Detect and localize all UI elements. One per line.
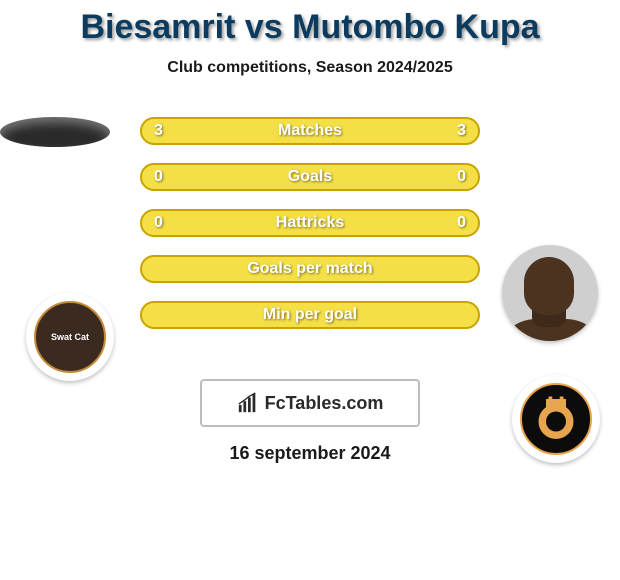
stat-left-value: 0 [154, 214, 163, 232]
comparison-panel: Swat Cat 3 Matches 3 0 Goals [0, 117, 620, 464]
stat-label: Goals per match [247, 260, 372, 278]
swat-cat-icon: Swat Cat [34, 301, 106, 373]
page-subtitle: Club competitions, Season 2024/2025 [0, 59, 620, 77]
branding-box: FcTables.com [200, 379, 420, 427]
stat-label: Hattricks [276, 214, 344, 232]
stat-row-goals: 0 Goals 0 [140, 163, 480, 191]
stat-row-min-per-goal: Min per goal [140, 301, 480, 329]
crest-icon [531, 394, 581, 444]
stat-label: Min per goal [263, 306, 357, 324]
stat-row-goals-per-match: Goals per match [140, 255, 480, 283]
stat-label: Goals [288, 168, 332, 186]
stat-left-value: 3 [154, 122, 163, 140]
stat-row-matches: 3 Matches 3 [140, 117, 480, 145]
face-icon [502, 245, 598, 341]
stat-bars: 3 Matches 3 0 Goals 0 0 Hattricks 0 Goal… [140, 117, 480, 347]
stat-row-hattricks: 0 Hattricks 0 [140, 209, 480, 237]
chart-icon [237, 392, 259, 414]
team-left-name: Swat Cat [51, 332, 89, 342]
page-title: Biesamrit vs Mutombo Kupa [0, 0, 620, 47]
stat-left-value: 0 [154, 168, 163, 186]
team-right-badge [512, 375, 600, 463]
branding-text: FcTables.com [265, 393, 384, 414]
team-left-badge: Swat Cat [26, 293, 114, 381]
stat-label: Matches [278, 122, 342, 140]
stat-right-value: 0 [457, 168, 466, 186]
stat-right-value: 3 [457, 122, 466, 140]
stat-right-value: 0 [457, 214, 466, 232]
player-right-avatar [502, 245, 598, 341]
player-left-placeholder [0, 117, 110, 147]
ratchaburi-icon [520, 383, 592, 455]
